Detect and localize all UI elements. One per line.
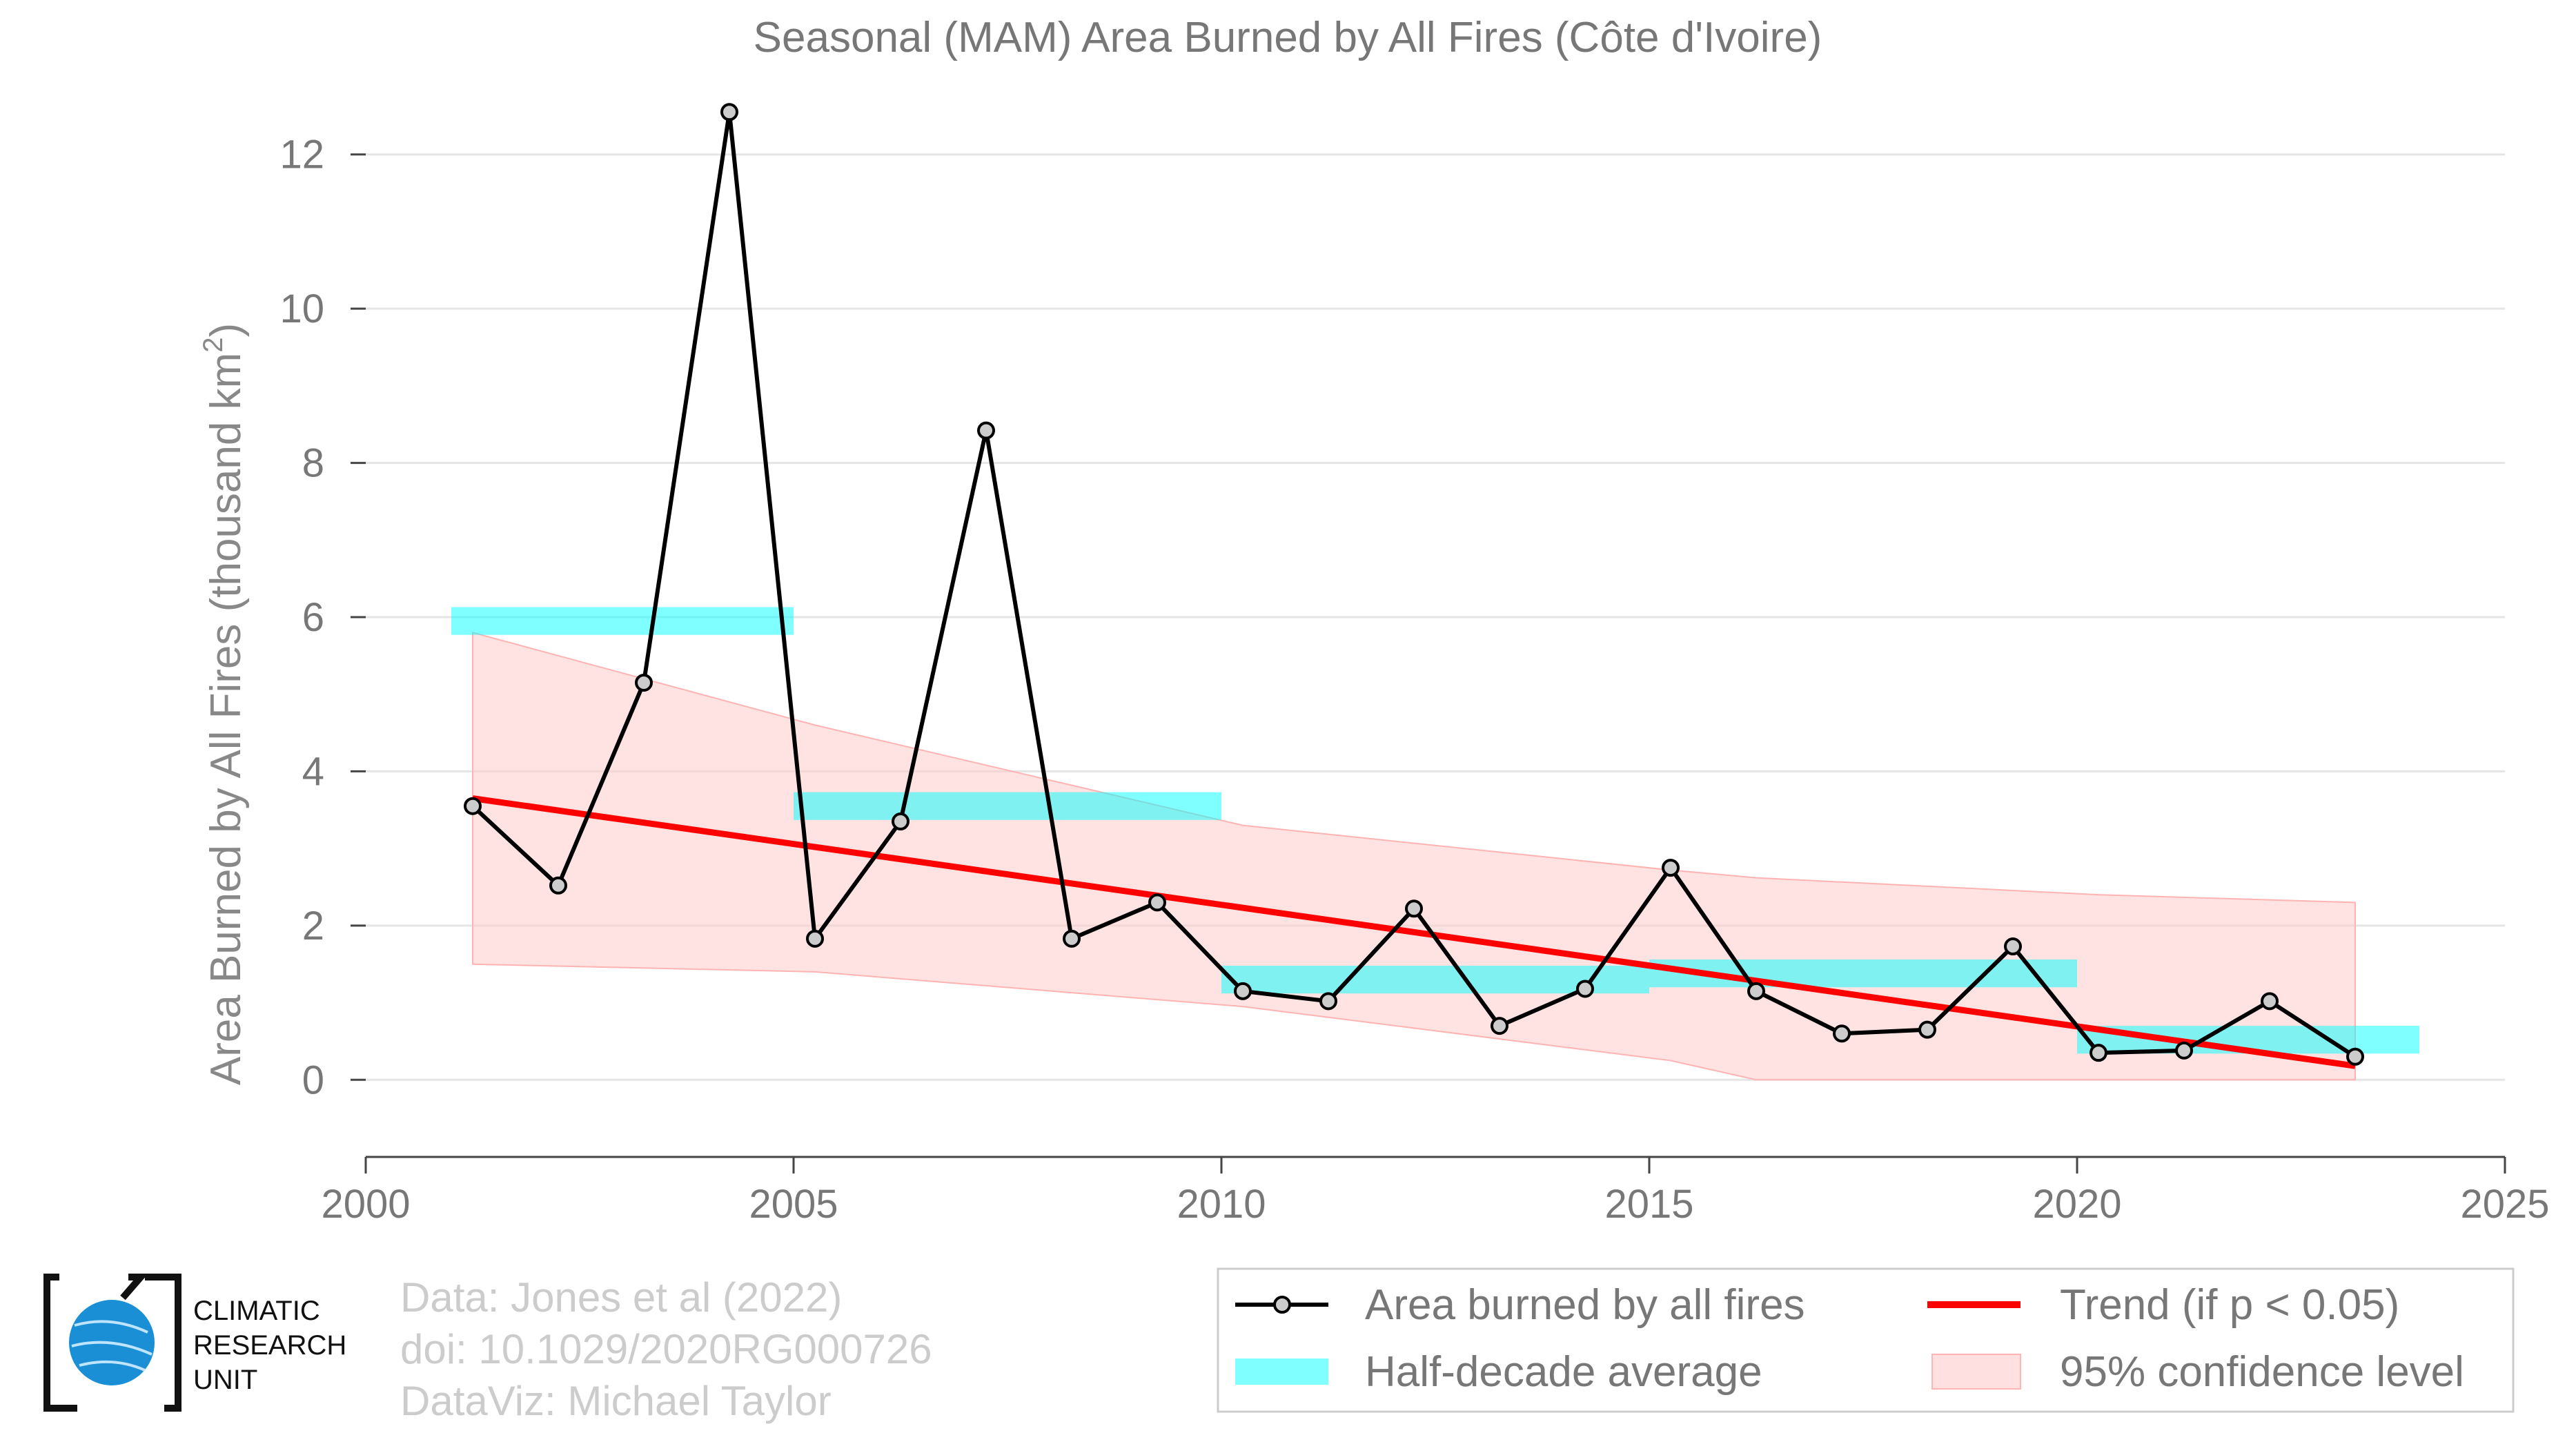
data-point xyxy=(1148,893,1166,912)
y-tick-label: 10 xyxy=(279,286,324,331)
data-point xyxy=(1491,1017,1508,1035)
data-point xyxy=(2346,1047,2364,1066)
data-point xyxy=(977,421,995,440)
logo-bracket-icon xyxy=(43,1274,181,1412)
x-tick-label: 2020 xyxy=(2032,1182,2121,1227)
half-decade-bar xyxy=(451,607,794,635)
x-tick-label: 2005 xyxy=(749,1182,838,1227)
legend-item-area-burned: Area burned by all fires xyxy=(1235,1281,1805,1329)
data-point xyxy=(892,812,910,831)
credit-data: Data: Jones et al (2022) xyxy=(400,1274,842,1321)
cru-logo: CLIMATIC RESEARCH UNIT xyxy=(43,1274,346,1412)
logo-line-3: UNIT xyxy=(193,1365,257,1395)
y-axis-label-close: ) xyxy=(202,323,250,338)
chart-title: Seasonal (MAM) Area Burned by All Fires … xyxy=(754,14,1822,61)
confidence-band-area xyxy=(472,632,2356,1081)
data-point xyxy=(2261,992,2279,1011)
data-point xyxy=(806,929,824,948)
logo-line-1: CLIMATIC xyxy=(193,1296,320,1326)
legend-marker-icon xyxy=(1273,1296,1291,1314)
data-point xyxy=(1833,1024,1851,1043)
y-tick-label: 6 xyxy=(302,595,324,640)
logo-line-2: RESEARCH xyxy=(193,1330,346,1361)
legend-label-half-decade: Half-decade average xyxy=(1365,1348,1762,1396)
credit-dataviz: DataViz: Michael Taylor xyxy=(400,1378,832,1424)
legend-label-confidence: 95% confidence level xyxy=(2060,1348,2464,1396)
y-axis-label: Area Burned by All Fires (thousand km2) xyxy=(198,323,250,1085)
legend: Area burned by all fires Half-decade ave… xyxy=(1217,1267,2515,1413)
x-tick-label: 2010 xyxy=(1177,1182,1266,1227)
trend-line xyxy=(472,795,2356,1069)
data-point xyxy=(1319,992,1337,1011)
legend-swatch-half-decade xyxy=(1235,1359,1328,1385)
data-point xyxy=(1662,859,1680,877)
svg-text:Area Burned by All Fires (thou: Area Burned by All Fires (thousand km2) xyxy=(198,323,250,1085)
legend-item-trend: Trend (if p < 0.05) xyxy=(1927,1281,2399,1329)
legend-item-confidence: 95% confidence level xyxy=(1931,1348,2464,1396)
legend-label-area-burned: Area burned by all fires xyxy=(1365,1281,1805,1329)
data-point xyxy=(1405,899,1423,918)
y-tick-label: 8 xyxy=(302,441,324,486)
data-point xyxy=(1576,980,1594,998)
confidence-band xyxy=(472,632,2356,1081)
data-point xyxy=(1747,982,1765,1000)
data-point xyxy=(464,797,482,815)
data-point xyxy=(1234,982,1252,1000)
y-tick-label: 12 xyxy=(279,133,324,177)
data-point xyxy=(549,876,567,895)
data-point xyxy=(2004,937,2022,956)
y-tick-label: 0 xyxy=(302,1058,324,1102)
half-decade-bar xyxy=(794,792,1221,820)
data-point xyxy=(1063,929,1081,948)
legend-swatch-confidence xyxy=(1931,1354,2021,1390)
legend-label-trend: Trend (if p < 0.05) xyxy=(2060,1281,2399,1329)
area-burned-series xyxy=(464,103,2364,1066)
data-point xyxy=(720,103,738,121)
x-tick-label: 2025 xyxy=(2460,1182,2549,1227)
legend-item-half-decade: Half-decade average xyxy=(1235,1348,1762,1396)
y-tick-label: 4 xyxy=(302,749,324,794)
y-axis-label-sup: 2 xyxy=(198,338,228,353)
y-axis-label-text: Area Burned by All Fires (thousand km xyxy=(202,353,250,1085)
x-tick-label: 2000 xyxy=(321,1182,410,1227)
globe-swirl-icon xyxy=(71,1320,153,1372)
trend-line-path xyxy=(472,795,2356,1069)
credit-doi: doi: 10.1029/2020RG000726 xyxy=(400,1326,932,1372)
axes: 0 2 4 6 8 10 12 2000 2005 2010 2015 2020 2025 xyxy=(279,133,2549,1227)
data-point xyxy=(2090,1044,2107,1062)
x-tick-label: 2015 xyxy=(1604,1182,1693,1227)
data-point xyxy=(2175,1041,2193,1060)
data-point xyxy=(635,673,653,692)
legend-box xyxy=(1217,1267,2515,1413)
y-tick-label: 2 xyxy=(302,904,324,948)
data-point xyxy=(1918,1020,1936,1039)
